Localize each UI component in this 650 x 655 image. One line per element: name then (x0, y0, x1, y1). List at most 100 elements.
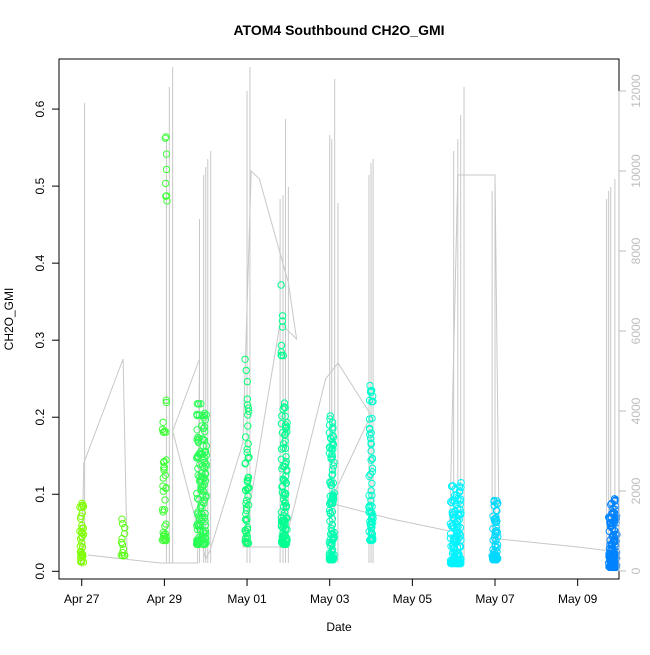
data-point (366, 501, 374, 509)
data-point (365, 424, 374, 433)
data-point (159, 532, 168, 541)
data-point (277, 514, 286, 522)
data-point (241, 460, 249, 468)
data-points (76, 133, 621, 572)
data-point (490, 515, 498, 523)
data-point (78, 533, 86, 541)
data-point (161, 496, 169, 504)
data-point (490, 548, 498, 556)
data-point (243, 445, 251, 453)
data-point (455, 559, 463, 568)
data-point (367, 535, 375, 544)
data-point (449, 544, 458, 552)
data-point (282, 453, 290, 461)
data-point (490, 497, 498, 506)
data-point (327, 550, 335, 559)
data-point (200, 513, 209, 522)
data-point (244, 476, 252, 484)
right-y-tick-label: 0 (629, 567, 643, 574)
data-point (367, 388, 375, 397)
data-point (366, 520, 375, 528)
data-point (202, 530, 210, 538)
data-point (326, 517, 334, 525)
data-point (451, 485, 459, 493)
data-point (201, 427, 209, 436)
data-point (367, 440, 375, 448)
y-tick-label: 0.2 (33, 409, 47, 426)
data-point (446, 534, 455, 542)
data-point (78, 543, 87, 551)
data-point (245, 453, 253, 461)
x-axis-label: Date (326, 620, 352, 634)
data-point (281, 477, 289, 485)
data-point (242, 510, 250, 518)
y-tick-label: 0.5 (33, 177, 47, 194)
data-point (78, 552, 86, 560)
data-point (365, 491, 373, 500)
data-point (327, 499, 335, 507)
data-point (367, 507, 375, 515)
data-point (489, 555, 498, 564)
data-point (455, 534, 463, 542)
data-point (278, 412, 286, 420)
data-point (368, 491, 376, 500)
data-point (326, 434, 335, 442)
data-point (161, 471, 170, 479)
data-point (159, 482, 167, 490)
data-point (280, 431, 289, 439)
data-point (280, 403, 288, 411)
data-point (277, 281, 285, 289)
data-point (243, 515, 251, 523)
data-point (281, 491, 290, 499)
data-point (611, 516, 619, 524)
x-axis: Apr 27 Apr 29 May 01 May 03 May 05 May 07 May … (64, 578, 598, 606)
data-point (194, 437, 202, 445)
x-tick-label: May 05 (393, 592, 433, 606)
data-point (447, 498, 455, 506)
data-point (366, 517, 374, 526)
data-point (367, 456, 375, 464)
data-point (279, 524, 287, 533)
data-point (283, 423, 291, 431)
data-point (605, 527, 613, 536)
data-point (241, 526, 249, 535)
right-y-tick-label: 10000 (629, 154, 643, 188)
data-point (277, 348, 285, 356)
data-point (161, 179, 170, 188)
data-point (199, 442, 207, 450)
right-y-axis: 0 2000 4000 6000 8000 10000 12000 (618, 74, 643, 574)
y-axis-label: CH2O_GMI (2, 288, 16, 351)
data-point (197, 422, 206, 430)
data-point (244, 501, 253, 509)
data-point (196, 473, 204, 481)
data-point (242, 527, 250, 535)
data-point (456, 497, 464, 505)
data-point (369, 534, 377, 542)
data-point (201, 533, 210, 542)
data-point (329, 491, 337, 499)
data-point (367, 429, 375, 437)
data-point (201, 416, 210, 424)
data-point (117, 538, 126, 547)
data-point (244, 422, 252, 430)
data-point (199, 490, 207, 499)
data-point (367, 434, 375, 443)
data-point (118, 519, 127, 528)
data-point (162, 396, 171, 404)
data-point (326, 555, 335, 563)
data-point (162, 133, 170, 141)
data-point (201, 521, 210, 529)
data-point (607, 500, 615, 509)
data-point (244, 411, 252, 419)
y-tick-label: 0.6 (33, 100, 47, 117)
x-tick-label: Apr 27 (64, 592, 100, 606)
data-point (365, 502, 373, 510)
data-point (160, 506, 169, 514)
data-point (160, 427, 169, 435)
x-tick-label: May 07 (475, 592, 515, 606)
data-point (451, 508, 459, 516)
data-point (244, 474, 252, 482)
data-point (328, 466, 337, 474)
data-point (607, 519, 615, 527)
